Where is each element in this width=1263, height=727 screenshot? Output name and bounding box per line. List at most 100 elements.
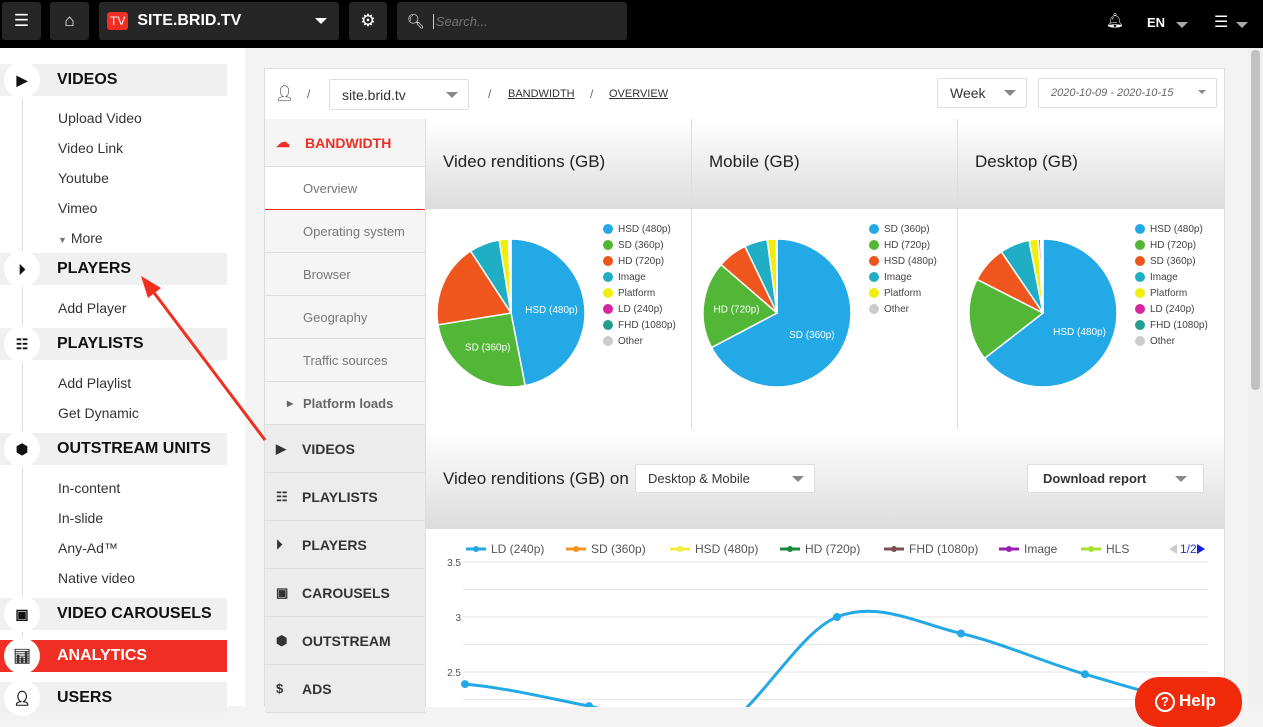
legend-item[interactable]: HSD (480p) [869, 253, 937, 269]
subnav-platform-loads[interactable]: ▶Platform loads [265, 382, 425, 425]
legend-item[interactable]: FHD (1080p) [603, 317, 676, 333]
search-box[interactable]: 🔍︎ [397, 2, 627, 40]
sidebar-carousels[interactable]: ▣VIDEO CAROUSELS [0, 598, 227, 630]
analytics-subnav: ☁BANDWIDTH Overview Operating system Bro… [265, 119, 426, 707]
legend-item[interactable]: Platform [869, 285, 937, 301]
sidebar-more[interactable]: ▼ More [58, 230, 103, 246]
bell-icon[interactable]: 🔔︎ [1106, 12, 1124, 29]
legend-item[interactable]: HSD (480p) [1135, 221, 1208, 237]
pie-slice[interactable] [1042, 239, 1043, 313]
legend-item[interactable]: SD (360p) [1135, 253, 1208, 269]
sidebar-item[interactable]: Vimeo [58, 200, 97, 216]
legend-item[interactable]: FHD (1080p) [1135, 317, 1208, 333]
data-point[interactable] [461, 680, 469, 688]
legend-item[interactable]: SD (360p) [869, 221, 937, 237]
legend-item[interactable]: Image [603, 269, 676, 285]
sidebar-players[interactable]: ⏵ PLAYERS [0, 253, 227, 285]
value: site.brid.tv [342, 87, 406, 103]
subnav-carousels[interactable]: ▣CAROUSELS [265, 569, 425, 617]
sidebar-item[interactable]: Get Dynamic [58, 405, 139, 421]
sidebar-item[interactable]: Video Link [58, 140, 123, 156]
settings-button[interactable]: ⚙ [349, 2, 387, 40]
sidebar-playlists[interactable]: ☷PLAYLISTS [0, 328, 227, 360]
sidebar-item[interactable]: Upload Video [58, 110, 142, 126]
subnav-browser[interactable]: Browser [265, 253, 425, 296]
legend-label: FHD (1080p) [909, 542, 978, 556]
line-chart-title: Video renditions (GB) on [443, 469, 629, 489]
legend-item[interactable]: HSD (480p) [603, 221, 676, 237]
legend-item[interactable]: Other [1135, 333, 1208, 349]
legend-item[interactable]: HD (720p) [1135, 237, 1208, 253]
youtube-icon: ▶ [276, 441, 286, 457]
youtube-icon: ▶ [6, 64, 38, 96]
download-report-button[interactable]: Download report [1027, 464, 1204, 493]
menu-button[interactable]: ☰ [2, 2, 41, 40]
legend-dot [1135, 336, 1145, 346]
data-point[interactable] [1081, 670, 1089, 678]
data-point[interactable] [957, 630, 965, 638]
legend-item[interactable]: LD (240p) [603, 301, 676, 317]
legend-marker [573, 546, 579, 552]
slice-label: SD (360p) [465, 342, 511, 353]
legend-item[interactable]: Platform [603, 285, 676, 301]
legend-item[interactable]: LD (240p) [1135, 301, 1208, 317]
legend-item[interactable]: Other [869, 301, 937, 317]
subnav-overview[interactable]: Overview [265, 167, 425, 210]
help-button[interactable]: ?Help [1135, 677, 1242, 727]
legend-item[interactable]: Image [869, 269, 937, 285]
line-chart-section: Video renditions (GB) on Desktop & Mobil… [426, 429, 1224, 707]
user-menu-icon[interactable]: ☰ [1214, 12, 1228, 32]
breadcrumb-bandwidth[interactable]: BANDWIDTH [508, 88, 575, 100]
legend-item[interactable]: Other [603, 333, 676, 349]
subnav-players[interactable]: ⏵PLAYERS [265, 521, 425, 569]
user-icon[interactable]: 👤︎ [275, 84, 294, 102]
subnav-operating-system[interactable]: Operating system [265, 210, 425, 253]
scrollbar-thumb[interactable] [1251, 50, 1260, 390]
subnav-geography[interactable]: Geography [265, 296, 425, 339]
subnav-playlists[interactable]: ☷PLAYLISTS [265, 473, 425, 521]
sidebar-item[interactable]: Add Playlist [58, 375, 131, 391]
sidebar-item[interactable]: In-content [58, 480, 120, 496]
date-range-picker[interactable]: 2020-10-09 - 2020-10-15 [1038, 78, 1217, 108]
sidebar-analytics[interactable]: 📊︎ANALYTICS [0, 640, 227, 672]
sidebar-item[interactable]: Add Player [58, 300, 126, 316]
language-selector[interactable]: EN [1147, 15, 1165, 30]
line-chart: 3.532.5LD (240p)SD (360p)HSD (480p)HD (7… [426, 529, 1224, 707]
subnav-bandwidth[interactable]: ☁BANDWIDTH [265, 119, 425, 167]
sidebar-item[interactable]: Any-Ad™ [58, 540, 118, 556]
legend-item[interactable]: HD (720p) [603, 253, 676, 269]
search-input[interactable] [433, 14, 613, 29]
scrollbar[interactable] [1248, 48, 1263, 706]
period-select[interactable]: Week [937, 78, 1027, 108]
label: PLAYERS [57, 260, 131, 278]
legend-item[interactable]: Platform [1135, 285, 1208, 301]
home-button[interactable]: ⌂ [50, 2, 89, 40]
site-select[interactable]: site.brid.tv [329, 79, 469, 110]
sidebar-item[interactable]: Native video [58, 570, 135, 586]
play-circle-icon: ⏵ [6, 253, 38, 285]
label: CAROUSELS [302, 585, 390, 601]
subnav-videos[interactable]: ▶VIDEOS [265, 425, 425, 473]
legend-item[interactable]: Image [1135, 269, 1208, 285]
subnav-traffic-sources[interactable]: Traffic sources [265, 339, 425, 382]
legend-label: Image [884, 272, 912, 283]
sidebar-item[interactable]: Youtube [58, 170, 109, 186]
sidebar-outstream[interactable]: ⬢OUTSTREAM UNITS [0, 433, 227, 465]
legend-dot [603, 256, 613, 266]
device-filter-select[interactable]: Desktop & Mobile [635, 464, 815, 493]
chevron-down-icon [792, 476, 804, 482]
breadcrumb-overview[interactable]: OVERVIEW [609, 88, 668, 100]
label: More [71, 230, 103, 246]
gear-icon: ⚙ [360, 11, 375, 31]
site-selector[interactable]: TV SITE.BRID.TV [99, 2, 339, 40]
legend-item[interactable]: HD (720p) [869, 237, 937, 253]
legend-marker [473, 546, 479, 552]
separator: / [590, 87, 593, 101]
sidebar-item[interactable]: In-slide [58, 510, 103, 526]
subnav-outstream[interactable]: ⬢OUTSTREAM [265, 617, 425, 665]
sidebar: ▶VIDEOS Upload Video Video Link Youtube … [0, 48, 245, 706]
sidebar-videos[interactable]: ▶VIDEOS [0, 64, 227, 96]
data-point[interactable] [833, 613, 841, 621]
legend-item[interactable]: SD (360p) [603, 237, 676, 253]
sidebar-users[interactable]: 👤︎USERS [0, 682, 227, 714]
